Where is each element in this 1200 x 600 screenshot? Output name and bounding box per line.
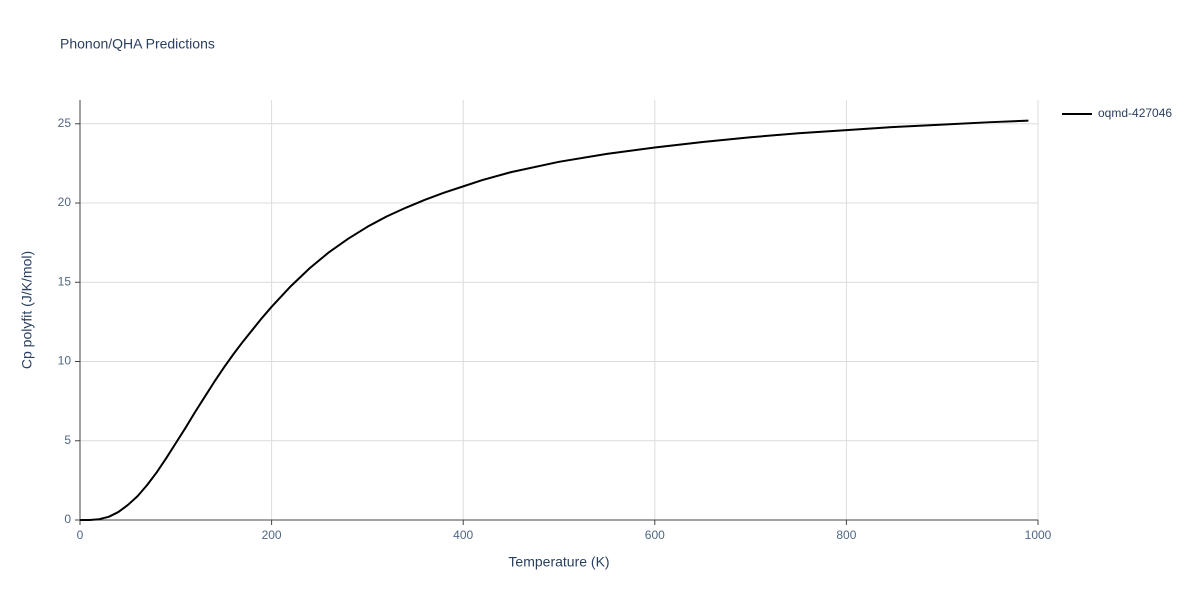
x-tick-label: 400	[453, 528, 473, 542]
x-tick-label: 800	[836, 528, 856, 542]
x-tick-label: 1000	[1025, 528, 1052, 542]
x-tick-label: 0	[77, 528, 84, 542]
plot-area	[80, 119, 1029, 521]
data-line	[80, 119, 1029, 521]
legend: oqmd-427046	[1062, 106, 1172, 120]
chart-title: Phonon/QHA Predictions	[60, 36, 215, 52]
x-tick-label: 200	[262, 528, 282, 542]
x-axis-title: Temperature (K)	[508, 554, 609, 570]
y-tick-label: 15	[58, 274, 72, 288]
legend-label: oqmd-427046	[1098, 106, 1172, 120]
y-tick-label: 0	[64, 512, 71, 526]
y-tick-label: 20	[58, 195, 72, 209]
y-tick-label: 10	[58, 354, 72, 368]
grid: 0 200 400 600 800 1000 0 5 10 15 20 25	[58, 100, 1052, 542]
y-tick-label: 25	[58, 116, 72, 130]
x-tick-label: 600	[645, 528, 665, 542]
y-tick-label: 5	[64, 433, 71, 447]
y-axis-title: Cp polyfit (J/K/mol)	[19, 251, 35, 369]
